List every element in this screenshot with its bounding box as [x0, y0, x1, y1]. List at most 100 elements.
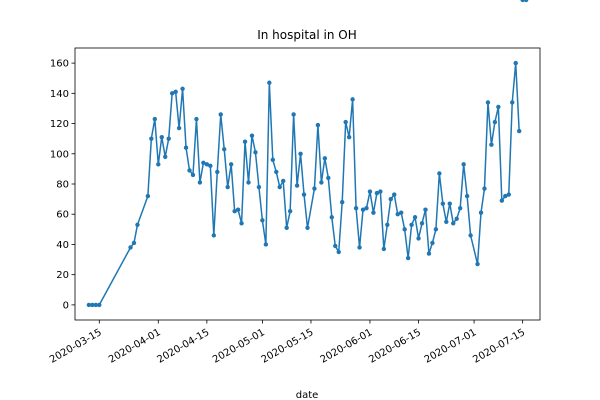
- data-point: [225, 184, 230, 190]
- data-point: [159, 134, 164, 140]
- data-point: [301, 192, 307, 197]
- data-point: [149, 136, 154, 141]
- y-tick-label: 100: [50, 149, 69, 160]
- data-point: [350, 97, 355, 102]
- data-point: [461, 162, 466, 167]
- data-point: [253, 150, 258, 155]
- data-point: [131, 240, 137, 246]
- data-point: [423, 207, 428, 212]
- data-point: [274, 169, 279, 175]
- data-point: [281, 178, 286, 184]
- x-tick-label: 2020-05-15: [260, 327, 316, 366]
- data-point: [343, 119, 348, 125]
- x-tick-label: 2020-05-01: [211, 327, 267, 366]
- data-point: [381, 246, 387, 252]
- data-point: [291, 112, 296, 117]
- data-point: [475, 261, 480, 267]
- data-point: [176, 125, 182, 131]
- plot-area: [86, 0, 529, 308]
- x-axis-title: date: [296, 390, 319, 400]
- data-point: [360, 207, 366, 212]
- data-point: [287, 209, 293, 214]
- data-point: [211, 233, 217, 238]
- data-point: [433, 227, 439, 232]
- data-point: [135, 222, 140, 227]
- data-point: [416, 236, 421, 241]
- data-point: [405, 255, 411, 261]
- data-point: [239, 221, 244, 226]
- data-point: [492, 119, 498, 125]
- data-point: [520, 0, 525, 3]
- data-point: [385, 222, 390, 227]
- data-point: [346, 134, 352, 140]
- data-point: [451, 221, 456, 226]
- data-point: [284, 225, 289, 231]
- data-point: [523, 0, 529, 3]
- data-point: [190, 172, 196, 178]
- data-point: [499, 198, 505, 203]
- data-point: [183, 145, 189, 150]
- data-point: [242, 139, 248, 144]
- data-point: [173, 89, 178, 95]
- data-point: [367, 189, 373, 194]
- data-point: [305, 225, 310, 231]
- data-point: [326, 175, 331, 181]
- data-point: [270, 157, 275, 163]
- data-point: [97, 302, 102, 308]
- x-tick-label: 2020-03-15: [48, 327, 104, 366]
- data-point: [187, 168, 192, 173]
- data-point: [208, 163, 213, 169]
- data-point: [294, 183, 300, 188]
- y-tick-label: 80: [56, 180, 69, 191]
- data-point: [277, 184, 282, 190]
- data-point: [329, 215, 334, 220]
- data-point: [447, 201, 452, 206]
- data-point: [315, 122, 321, 128]
- data-point: [402, 227, 407, 232]
- data-point: [409, 222, 414, 227]
- y-tick-label: 140: [50, 89, 69, 100]
- data-point: [228, 162, 234, 167]
- data-point: [506, 192, 511, 197]
- data-point: [204, 162, 210, 167]
- x-tick-label: 2020-07-15: [471, 327, 527, 366]
- data-point: [169, 91, 175, 96]
- data-point: [163, 154, 168, 159]
- data-point: [478, 210, 484, 215]
- data-point: [489, 142, 494, 147]
- data-point: [166, 136, 171, 141]
- y-tick-label: 160: [50, 59, 69, 70]
- plot-frame: [74, 47, 541, 321]
- data-point: [128, 245, 133, 250]
- x-tick-label: 2020-06-01: [319, 327, 375, 366]
- data-point: [371, 210, 376, 215]
- data-point: [464, 193, 470, 199]
- y-tick-label: 40: [56, 240, 69, 251]
- data-point: [395, 212, 400, 217]
- data-point: [430, 240, 435, 246]
- data-point: [388, 196, 393, 202]
- data-point: [298, 151, 303, 156]
- data-point: [319, 180, 324, 185]
- data-point: [218, 112, 223, 117]
- data-point: [340, 199, 345, 205]
- data-point: [145, 193, 151, 199]
- data-point: [454, 216, 459, 221]
- data-point: [156, 162, 161, 167]
- data-point: [378, 189, 383, 194]
- data-point: [440, 201, 446, 206]
- data-point: [152, 116, 158, 122]
- data-point: [263, 242, 269, 247]
- data-point: [485, 100, 491, 105]
- data-point: [246, 180, 251, 185]
- data-point: [437, 171, 442, 176]
- data-point: [336, 249, 341, 255]
- data-point: [516, 128, 522, 134]
- data-point: [412, 215, 418, 220]
- data-point: [353, 205, 359, 211]
- data-point: [364, 205, 369, 211]
- data-point: [249, 133, 255, 138]
- y-axis: 0 20 40 60 80 100 120 140 160: [50, 59, 75, 311]
